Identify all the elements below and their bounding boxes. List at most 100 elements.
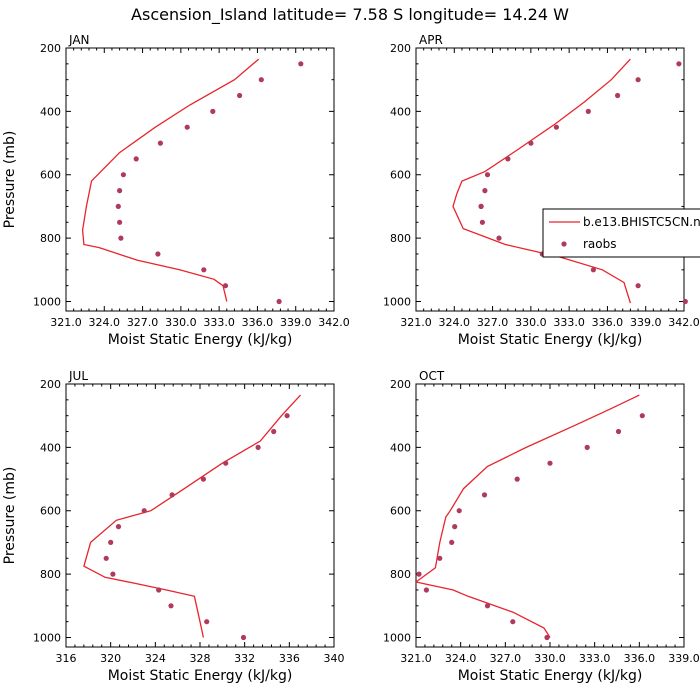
obs-point-apr xyxy=(496,235,502,241)
y-tick-label-apr: 200 xyxy=(390,42,411,55)
obs-point-apr xyxy=(478,203,484,209)
obs-point-jul xyxy=(103,555,109,561)
panels: JAN 321.0 324.0 327.0 330.0 333.0 336.0 339.0 34… xyxy=(2,33,700,684)
y-axis-label-jul: Pressure (mb) xyxy=(2,467,18,565)
obs-point-jul xyxy=(169,492,175,498)
x-tick-label-jul: 324 xyxy=(145,652,166,665)
obs-point-apr xyxy=(615,92,621,99)
obs-point-jul xyxy=(156,587,162,593)
obs-point-jan xyxy=(115,203,121,209)
x-tick-label-jan: 342.0 xyxy=(318,316,350,329)
obs-point-jul xyxy=(204,619,210,625)
x-tick-label-jul: 332 xyxy=(234,652,255,665)
x-tick-label-jan: 327.0 xyxy=(127,316,159,329)
x-axis-label-apr: Moist Static Energy (kJ/kg) xyxy=(458,332,643,348)
y-tick-label-apr: 1000 xyxy=(383,295,411,308)
x-tick-label-jan: 333.0 xyxy=(203,316,235,329)
x-tick-label-apr: 327.0 xyxy=(477,316,509,329)
legend-obs-label: raobs xyxy=(583,237,617,251)
y-tick-label-jul: 800 xyxy=(40,568,61,581)
obs-point-jul xyxy=(108,539,114,546)
panel-jul: JUL 316 320 324 328 332 336 340 200 400 600 800 1000… xyxy=(2,369,345,684)
obs-point-oct xyxy=(584,444,590,450)
obs-point-oct xyxy=(639,413,645,419)
obs-point-jan xyxy=(184,124,190,130)
y-tick-label-apr: 600 xyxy=(390,169,411,182)
plot-frame-jul xyxy=(65,383,335,648)
y-tick-label-oct: 1000 xyxy=(383,631,411,644)
obs-point-apr xyxy=(585,108,591,114)
obs-point-apr xyxy=(479,219,485,225)
x-tick-label-jul: 316 xyxy=(56,652,77,665)
obs-point-jul xyxy=(223,460,229,466)
x-tick-label-jul: 340 xyxy=(324,652,345,665)
x-tick-label-oct: 333.0 xyxy=(579,652,611,665)
obs-point-jan xyxy=(210,108,216,114)
x-tick-label-apr: 336.0 xyxy=(592,316,624,329)
x-tick-label-jan: 336.0 xyxy=(242,316,274,329)
obs-point-jan xyxy=(276,298,282,305)
panel-jan: JAN 321.0 324.0 327.0 330.0 333.0 336.0 339.0 34… xyxy=(2,33,350,348)
x-axis-label-jan: Moist Static Energy (kJ/kg) xyxy=(108,332,293,348)
obs-point-jan xyxy=(120,172,126,178)
x-tick-label-jul: 336 xyxy=(279,652,300,665)
obs-point-jul xyxy=(168,603,174,609)
obs-point-oct xyxy=(452,524,458,530)
obs-point-jan xyxy=(201,267,207,273)
obs-point-jan xyxy=(237,92,243,99)
obs-point-jan xyxy=(117,219,123,225)
obs-point-apr xyxy=(505,156,511,162)
y-tick-label-jan: 1000 xyxy=(33,295,61,308)
obs-point-oct xyxy=(547,460,553,466)
legend-marker-swatch xyxy=(561,241,567,247)
obs-point-apr xyxy=(553,124,560,130)
panel-oct: OCT 321.0 324.0 327.0 330.0 333.0 336.0 339.0 20… xyxy=(383,369,700,684)
x-tick-label-jan: 321.0 xyxy=(50,316,82,329)
x-tick-label-apr: 342.0 xyxy=(668,316,700,329)
obs-point-jan xyxy=(118,235,124,241)
x-tick-label-jul: 328 xyxy=(190,652,211,665)
x-tick-label-apr: 330.0 xyxy=(515,316,547,329)
obs-point-apr xyxy=(482,188,488,194)
model-line-oct xyxy=(416,394,640,638)
obs-point-oct xyxy=(544,634,550,641)
x-tick-label-apr: 321.0 xyxy=(400,316,432,329)
x-tick-label-jul: 320 xyxy=(100,652,121,665)
obs-point-oct xyxy=(416,571,422,577)
panel-title-apr: APR xyxy=(419,33,443,47)
obs-point-oct xyxy=(437,555,443,561)
y-tick-label-oct: 400 xyxy=(390,441,411,454)
legend-model-label: b.e13.BHISTC5CN.n xyxy=(583,215,700,229)
obs-point-oct xyxy=(510,619,516,625)
y-tick-label-apr: 800 xyxy=(390,232,411,245)
obs-point-apr xyxy=(590,267,597,273)
x-tick-label-jan: 324.0 xyxy=(89,316,121,329)
x-tick-label-oct: 321.0 xyxy=(400,652,432,665)
obs-point-apr xyxy=(484,172,491,178)
obs-point-oct xyxy=(449,539,455,546)
x-tick-label-oct: 327.0 xyxy=(490,652,522,665)
x-tick-label-oct: 336.0 xyxy=(624,652,656,665)
obs-point-jul xyxy=(240,634,247,641)
y-tick-label-jul: 400 xyxy=(40,441,61,454)
x-tick-label-oct: 330.0 xyxy=(534,652,566,665)
y-tick-label-oct: 800 xyxy=(390,568,411,581)
panel-title-oct: OCT xyxy=(419,369,445,383)
x-tick-label-jan: 339.0 xyxy=(280,316,312,329)
plot-frame-oct xyxy=(415,383,685,648)
obs-point-apr xyxy=(676,61,682,67)
x-tick-label-oct: 339.0 xyxy=(668,652,700,665)
obs-point-jan xyxy=(258,77,264,83)
x-tick-label-apr: 324.0 xyxy=(439,316,471,329)
x-tick-label-apr: 333.0 xyxy=(553,316,585,329)
obs-point-jul xyxy=(110,571,116,577)
y-tick-label-jul: 1000 xyxy=(33,631,61,644)
panel-title-jul: JUL xyxy=(68,369,88,383)
y-tick-label-jan: 600 xyxy=(40,169,61,182)
x-tick-label-jan: 330.0 xyxy=(165,316,197,329)
obs-point-jan xyxy=(157,140,163,146)
obs-point-oct xyxy=(456,508,462,514)
plot-frame-apr xyxy=(415,47,685,312)
obs-point-jul xyxy=(141,508,147,514)
